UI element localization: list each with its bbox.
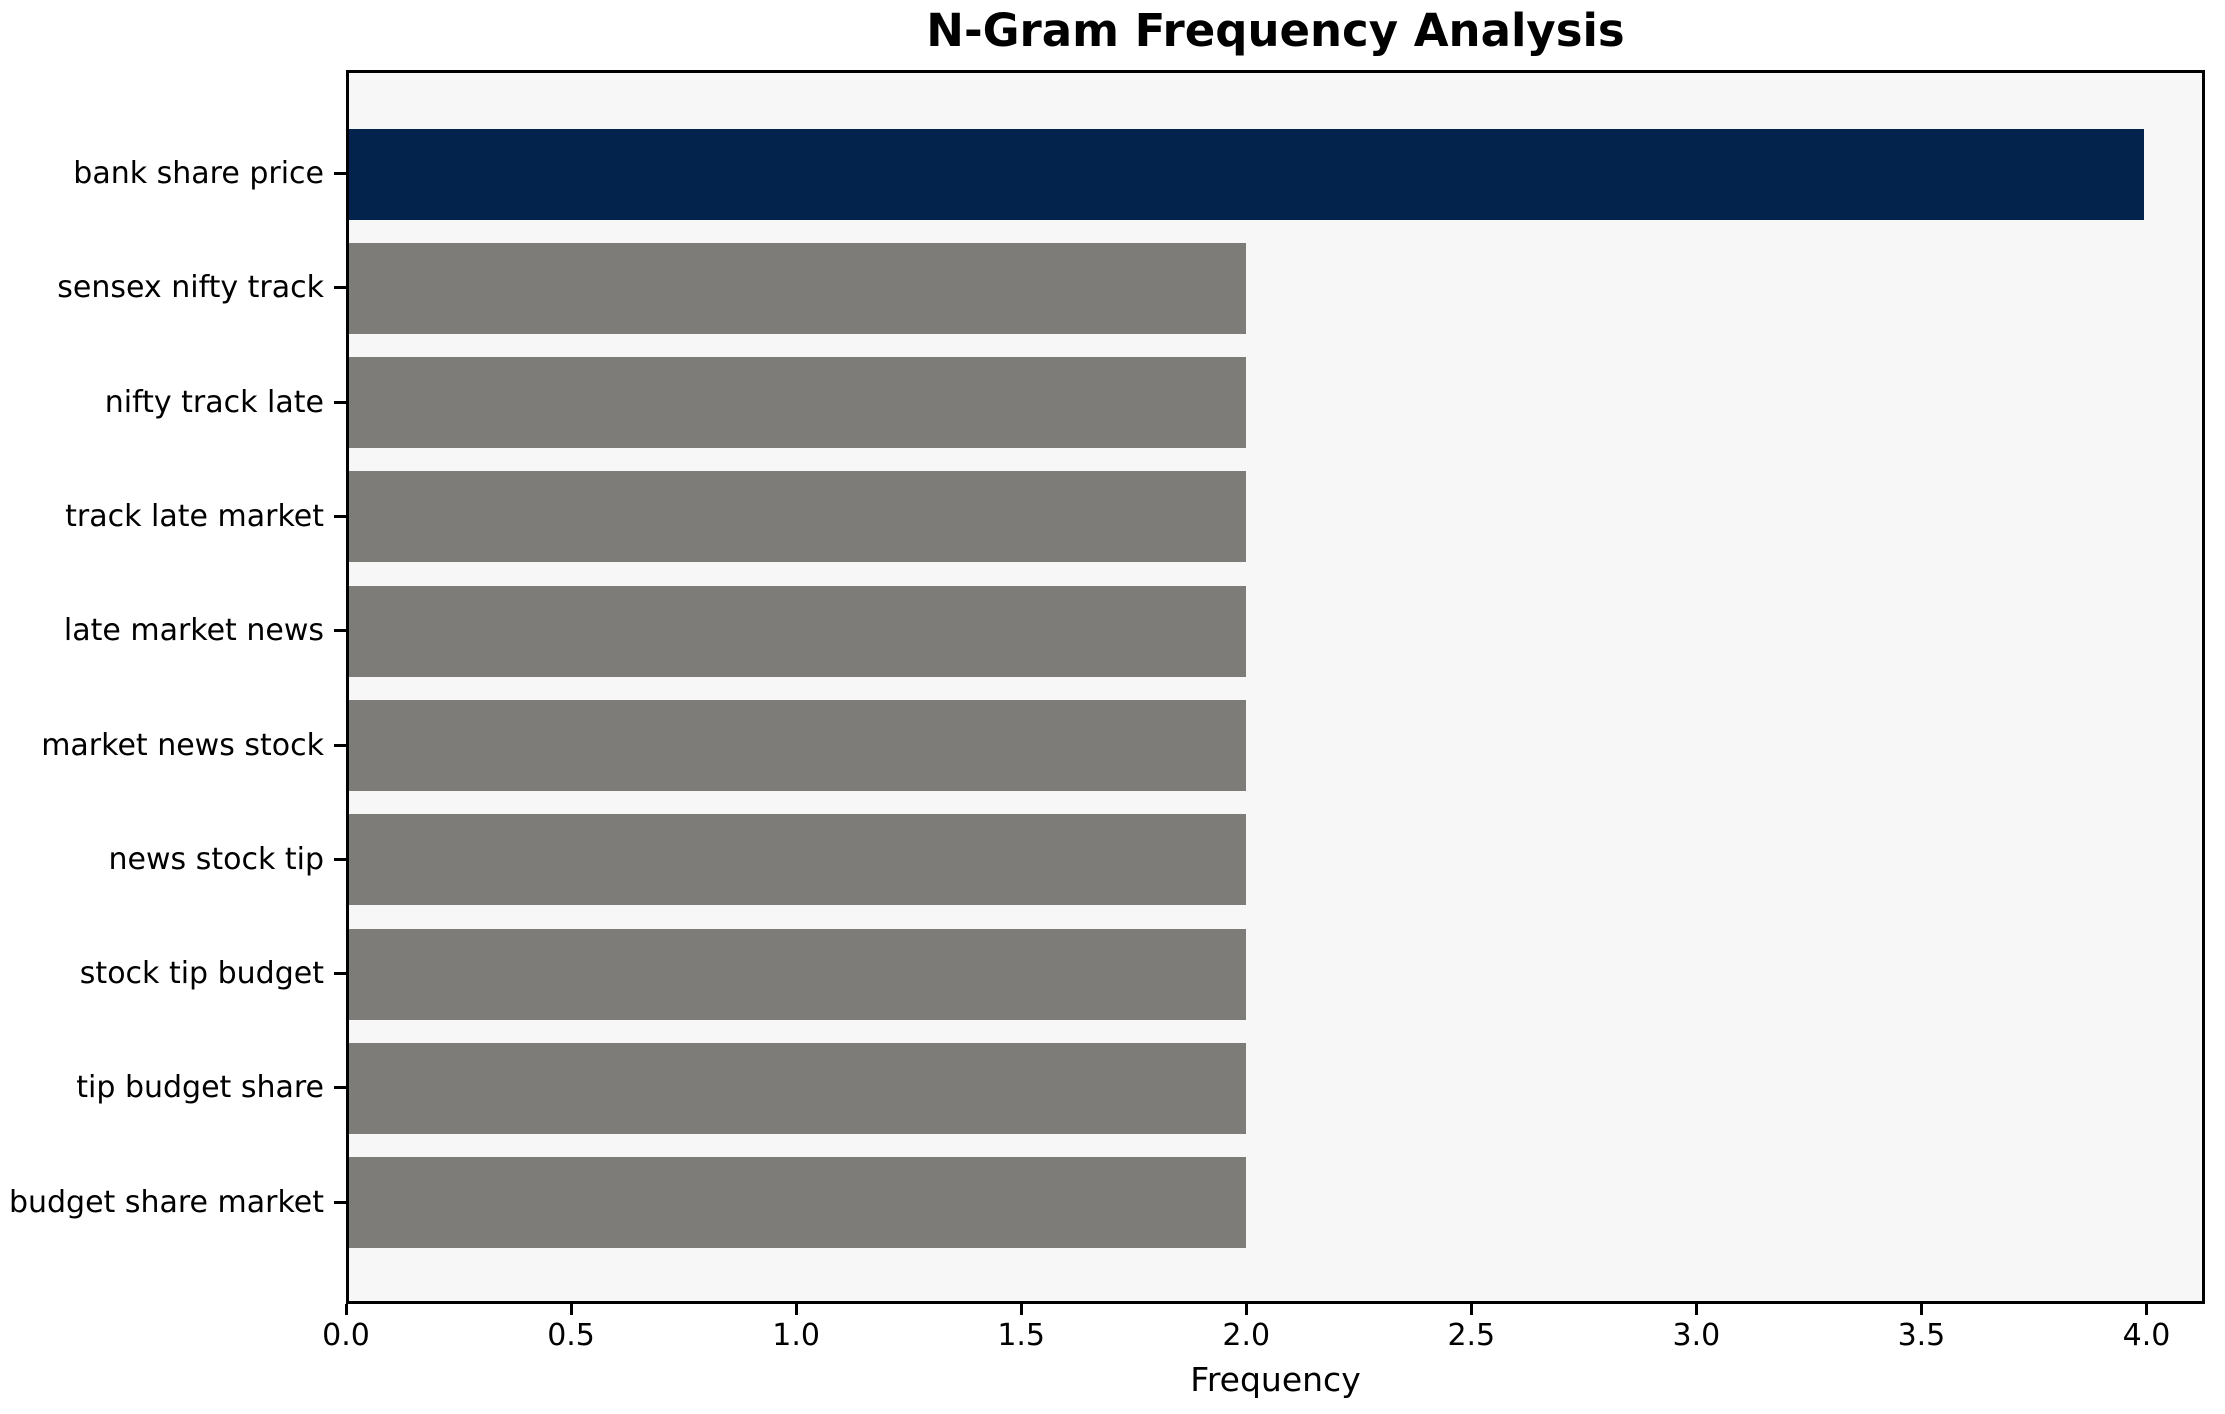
x-tick-label: 2.5 bbox=[1447, 1318, 1496, 1353]
x-tick bbox=[2145, 1304, 2149, 1315]
x-tick-label: 3.0 bbox=[1672, 1318, 1721, 1353]
x-tick bbox=[570, 1304, 574, 1315]
y-tick bbox=[334, 286, 346, 290]
y-tick bbox=[334, 1086, 346, 1090]
y-category-label: news stock tip bbox=[108, 841, 324, 877]
plot-area bbox=[346, 70, 2205, 1304]
chart-title: N-Gram Frequency Analysis bbox=[926, 4, 1625, 57]
bar bbox=[349, 128, 2144, 220]
bar bbox=[349, 242, 1247, 334]
bar bbox=[349, 814, 1247, 906]
y-category-label: budget share market bbox=[8, 1184, 324, 1220]
x-tick bbox=[795, 1304, 799, 1315]
y-tick bbox=[334, 857, 346, 861]
bar bbox=[349, 357, 1247, 449]
y-category-label: bank share price bbox=[73, 156, 324, 191]
bar bbox=[349, 585, 1247, 677]
bar bbox=[349, 1157, 1247, 1249]
y-tick bbox=[334, 972, 346, 976]
x-tick-label: 3.5 bbox=[1897, 1318, 1946, 1353]
x-axis-label: Frequency bbox=[1190, 1360, 1361, 1399]
x-tick-label: 0.0 bbox=[322, 1318, 370, 1353]
y-category-label: stock tip budget bbox=[79, 956, 324, 992]
y-category-label: late market news bbox=[63, 613, 324, 649]
bar bbox=[349, 1042, 1247, 1134]
x-tick-label: 2.0 bbox=[1222, 1318, 1271, 1353]
y-tick bbox=[334, 172, 346, 175]
x-tick-label: 1.0 bbox=[772, 1318, 820, 1353]
y-tick bbox=[334, 1200, 346, 1204]
y-category-label: sensex nifty track bbox=[57, 270, 324, 306]
x-tick-label: 4.0 bbox=[2122, 1318, 2171, 1353]
y-tick bbox=[334, 629, 346, 633]
x-tick bbox=[1920, 1304, 1924, 1315]
x-tick bbox=[345, 1304, 348, 1315]
x-tick bbox=[1020, 1304, 1024, 1315]
y-tick bbox=[334, 400, 346, 404]
bar bbox=[349, 928, 1247, 1020]
y-category-label: nifty track late bbox=[104, 384, 324, 420]
bar bbox=[349, 471, 1247, 563]
x-tick-label: 0.5 bbox=[547, 1318, 595, 1353]
y-category-label: market news stock bbox=[41, 727, 324, 763]
x-tick-label: 1.5 bbox=[997, 1318, 1046, 1353]
y-tick bbox=[334, 514, 346, 518]
x-tick bbox=[1695, 1304, 1699, 1315]
y-category-label: track late market bbox=[65, 498, 324, 534]
x-tick bbox=[1470, 1304, 1474, 1315]
y-category-label: tip budget share bbox=[76, 1070, 324, 1106]
y-tick bbox=[334, 743, 346, 747]
x-tick bbox=[1245, 1304, 1249, 1315]
bar bbox=[349, 700, 1247, 791]
